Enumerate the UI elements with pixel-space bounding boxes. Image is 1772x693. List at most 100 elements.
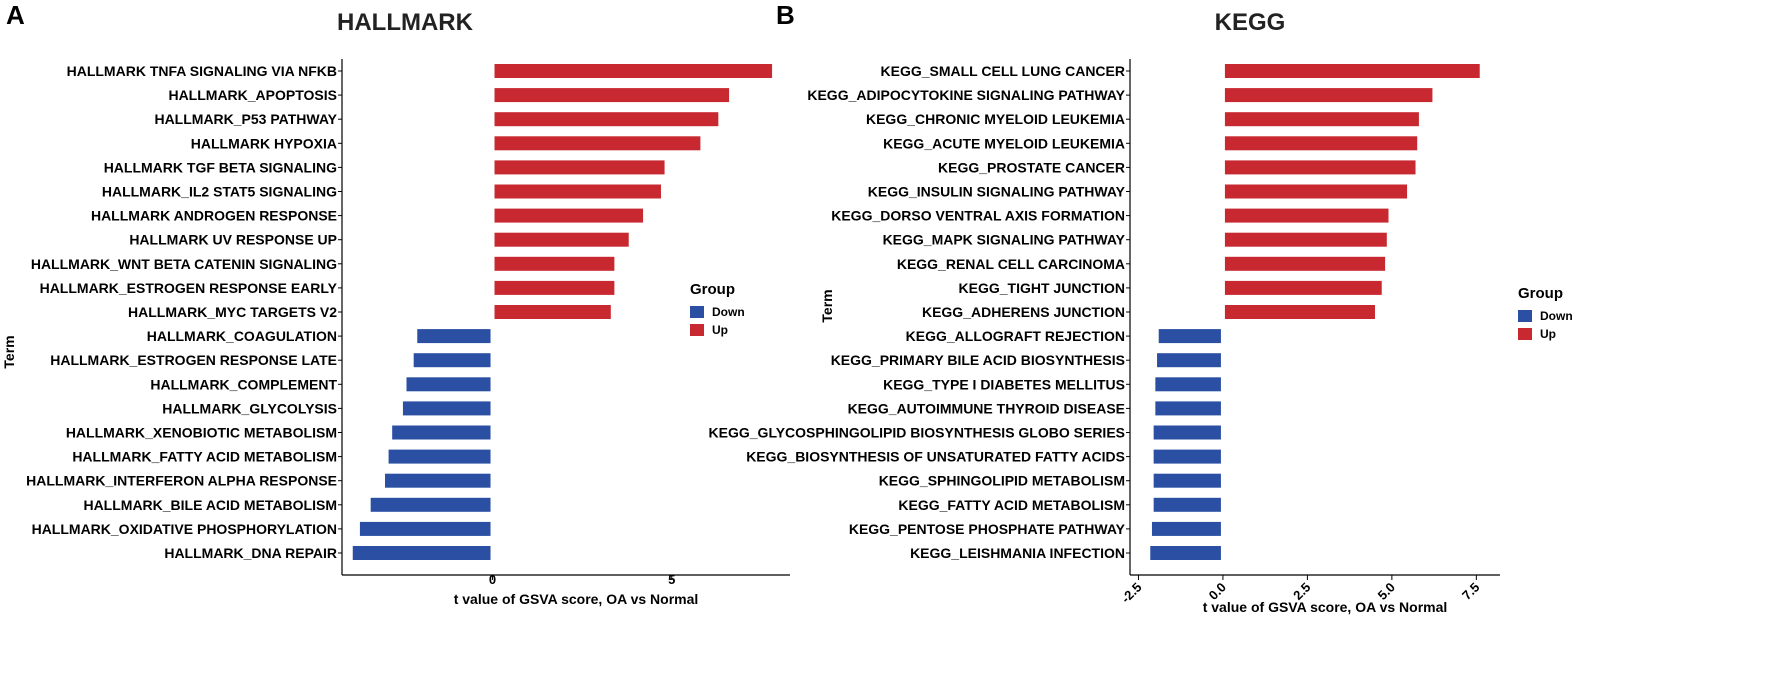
bar-up bbox=[1224, 305, 1375, 319]
term-label: KEGG_PRIMARY BILE ACID BIOSYNTHESIS bbox=[831, 352, 1125, 368]
term-label: HALLMARK_OXIDATIVE PHOSPHORYLATION bbox=[32, 521, 337, 537]
bar-up bbox=[1224, 280, 1382, 295]
panel-a: A HALLMARK HALLMARK TNFA SIGNALING VIA NFK… bbox=[1, 0, 790, 607]
term-label: HALLMARK_IL2 STAT5 SIGNALING bbox=[102, 184, 337, 200]
bar-down bbox=[1155, 401, 1221, 416]
term-label: KEGG_ACUTE MYELOID LEUKEMIA bbox=[883, 135, 1125, 151]
term-label: HALLMARK_COAGULATION bbox=[147, 328, 337, 344]
legend: Group Down Up bbox=[690, 281, 745, 337]
legend-swatch-up bbox=[690, 324, 704, 336]
term-label: HALLMARK UV RESPONSE UP bbox=[129, 232, 337, 248]
term-label: KEGG_TYPE I DIABETES MELLITUS bbox=[883, 376, 1125, 392]
term-label: KEGG_DORSO VENTRAL AXIS FORMATION bbox=[831, 208, 1125, 224]
bar-down bbox=[1153, 473, 1221, 488]
bar-down bbox=[359, 521, 491, 536]
term-label: HALLMARK_APOPTOSIS bbox=[168, 87, 337, 103]
term-label: KEGG_ADHERENS JUNCTION bbox=[922, 304, 1125, 320]
legend-title: Group bbox=[690, 281, 735, 298]
legend: Group Down Up bbox=[1518, 285, 1573, 341]
bar-down bbox=[1158, 329, 1221, 344]
bar-up bbox=[1224, 64, 1480, 78]
bar-up bbox=[494, 88, 730, 103]
term-label: HALLMARK ANDROGEN RESPONSE bbox=[91, 208, 337, 224]
term-label: HALLMARK_COMPLEMENT bbox=[150, 376, 337, 392]
x-axis-title: t value of GSVA score, OA vs Normal bbox=[454, 591, 699, 607]
bar-up bbox=[1224, 232, 1387, 247]
bar-down bbox=[417, 329, 491, 344]
term-label: HALLMARK_BILE ACID METABOLISM bbox=[83, 497, 337, 513]
bar-down bbox=[413, 353, 491, 368]
bar-up bbox=[1224, 136, 1418, 151]
term-label: KEGG_TIGHT JUNCTION bbox=[959, 280, 1125, 296]
term-label: KEGG_INSULIN SIGNALING PATHWAY bbox=[868, 184, 1126, 200]
chart-title: HALLMARK bbox=[337, 9, 474, 36]
term-label: HALLMARK_WNT BETA CATENIN SIGNALING bbox=[31, 256, 337, 272]
term-label: HALLMARK_MYC TARGETS V2 bbox=[128, 304, 337, 320]
term-label: HALLMARK HYPOXIA bbox=[191, 135, 337, 151]
bar-up bbox=[1224, 112, 1419, 127]
bar-up bbox=[494, 184, 661, 199]
term-label: HALLMARK TNFA SIGNALING VIA NFKB bbox=[67, 63, 337, 79]
bar-up bbox=[1224, 184, 1408, 199]
term-label: KEGG_MAPK SIGNALING PATHWAY bbox=[883, 232, 1126, 248]
bar-down bbox=[352, 546, 491, 560]
x-tick-label: 5 bbox=[668, 572, 675, 587]
panel-letter: A bbox=[6, 0, 25, 30]
term-label: KEGG_SPHINGOLIPID METABOLISM bbox=[879, 473, 1125, 489]
legend-label-up: Up bbox=[712, 323, 728, 337]
term-label: HALLMARK_FATTY ACID METABOLISM bbox=[72, 449, 337, 465]
term-label: KEGG_LEISHMANIA INFECTION bbox=[910, 545, 1125, 561]
bar-down bbox=[1153, 425, 1221, 440]
term-label: KEGG_PENTOSE PHOSPHATE PATHWAY bbox=[849, 521, 1126, 537]
term-label: KEGG_ADIPOCYTOKINE SIGNALING PATHWAY bbox=[807, 87, 1125, 103]
legend-label-down: Down bbox=[712, 305, 745, 319]
term-label: KEGG_PROSTATE CANCER bbox=[938, 159, 1125, 175]
bar-down bbox=[388, 449, 491, 464]
bar-up bbox=[494, 256, 615, 271]
term-label: KEGG_FATTY ACID METABOLISM bbox=[898, 497, 1125, 513]
bar-up bbox=[1224, 160, 1416, 175]
bar-up bbox=[1224, 88, 1433, 103]
y-axis-title: Term bbox=[1, 335, 17, 368]
bar-down bbox=[1151, 521, 1221, 536]
term-label: HALLMARK TGF BETA SIGNALING bbox=[104, 159, 337, 175]
legend-label-up: Up bbox=[1540, 327, 1556, 341]
bar-down bbox=[402, 401, 491, 416]
bar-down bbox=[392, 425, 491, 440]
bar-up bbox=[494, 305, 611, 319]
term-label: HALLMARK_DNA REPAIR bbox=[164, 545, 337, 561]
bar-up bbox=[1224, 256, 1386, 271]
legend-title: Group bbox=[1518, 285, 1563, 302]
bar-up bbox=[494, 136, 701, 151]
panel-letter: B bbox=[776, 0, 795, 30]
bar-down bbox=[1150, 546, 1221, 560]
bar-up bbox=[494, 160, 665, 175]
legend-label-down: Down bbox=[1540, 309, 1573, 323]
bar-down bbox=[370, 497, 491, 512]
term-label: HALLMARK_XENOBIOTIC METABOLISM bbox=[66, 425, 337, 441]
legend-swatch-down bbox=[690, 306, 704, 318]
bar-down bbox=[1153, 449, 1221, 464]
term-label: HALLMARK_P53 PATHWAY bbox=[154, 111, 337, 127]
term-label: KEGG_BIOSYNTHESIS OF UNSATURATED FATTY A… bbox=[746, 449, 1125, 465]
x-tick-label: 0 bbox=[489, 572, 496, 587]
term-label: KEGG_GLYCOSPHINGOLIPID BIOSYNTHESIS GLOB… bbox=[709, 425, 1125, 441]
bar-up bbox=[494, 232, 629, 247]
chart-title: KEGG bbox=[1215, 9, 1286, 36]
legend-swatch-down bbox=[1518, 310, 1532, 322]
bar-up bbox=[494, 208, 644, 223]
bar-up bbox=[494, 112, 719, 127]
term-label: HALLMARK_ESTROGEN RESPONSE LATE bbox=[50, 352, 337, 368]
term-label: HALLMARK_INTERFERON ALPHA RESPONSE bbox=[26, 473, 337, 489]
bar-down bbox=[1153, 497, 1221, 512]
y-axis-title: Term bbox=[819, 289, 835, 322]
bar-down bbox=[406, 377, 491, 392]
x-axis-title: t value of GSVA score, OA vs Normal bbox=[1203, 599, 1448, 615]
bar-up bbox=[1224, 208, 1389, 223]
x-tick-label: -2.5 bbox=[1118, 580, 1144, 606]
legend-swatch-up bbox=[1518, 328, 1532, 340]
term-label: KEGG_AUTOIMMUNE THYROID DISEASE bbox=[848, 400, 1125, 416]
term-label: HALLMARK_GLYCOLYSIS bbox=[162, 400, 337, 416]
bar-up bbox=[494, 280, 615, 295]
